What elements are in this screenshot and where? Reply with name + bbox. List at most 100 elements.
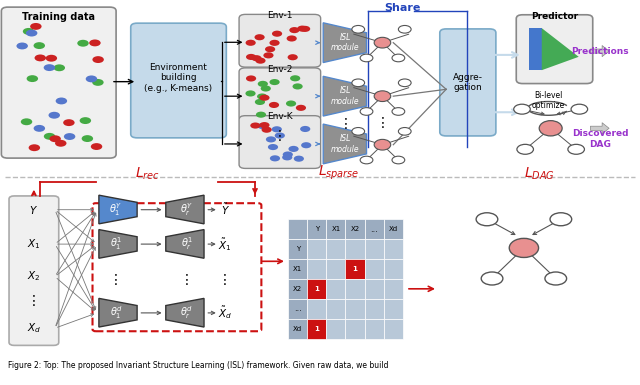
FancyBboxPatch shape	[516, 15, 593, 84]
Circle shape	[287, 54, 298, 60]
Circle shape	[56, 97, 67, 104]
Circle shape	[269, 79, 280, 85]
Ellipse shape	[540, 121, 562, 136]
Text: ISL
module: ISL module	[331, 134, 360, 154]
FancyArrowPatch shape	[591, 45, 609, 57]
Circle shape	[398, 79, 411, 87]
Ellipse shape	[509, 238, 539, 258]
Bar	[384, 239, 403, 259]
Text: $Y$: $Y$	[29, 204, 38, 216]
Text: Y: Y	[296, 246, 300, 252]
Text: ⋮: ⋮	[218, 273, 232, 288]
Circle shape	[30, 23, 42, 30]
Bar	[307, 299, 326, 319]
Circle shape	[77, 40, 89, 47]
Bar	[326, 299, 346, 319]
Circle shape	[514, 104, 531, 114]
Circle shape	[92, 56, 104, 63]
Text: 1: 1	[353, 266, 358, 272]
Circle shape	[86, 75, 97, 82]
Text: Predictor: Predictor	[531, 12, 578, 21]
Circle shape	[256, 112, 266, 118]
Circle shape	[92, 79, 104, 86]
Bar	[384, 219, 403, 239]
Circle shape	[352, 25, 365, 33]
Circle shape	[79, 117, 91, 124]
Text: Discovered
DAG: Discovered DAG	[572, 129, 628, 149]
Circle shape	[63, 119, 75, 126]
Bar	[346, 219, 365, 239]
Circle shape	[360, 156, 373, 164]
Polygon shape	[541, 28, 579, 70]
Text: Aggre-
gation: Aggre- gation	[453, 73, 483, 92]
Circle shape	[294, 156, 304, 162]
Circle shape	[571, 104, 588, 114]
Text: ⋮: ⋮	[273, 129, 287, 143]
Text: $\tilde{X}_d$: $\tilde{X}_d$	[218, 305, 232, 321]
Bar	[326, 279, 346, 299]
Circle shape	[33, 42, 45, 49]
Bar	[288, 219, 307, 239]
Circle shape	[44, 64, 55, 71]
Circle shape	[246, 54, 256, 60]
Circle shape	[54, 64, 65, 71]
Circle shape	[26, 30, 37, 37]
FancyBboxPatch shape	[1, 7, 116, 158]
Ellipse shape	[374, 91, 391, 102]
FancyBboxPatch shape	[239, 14, 321, 67]
Text: X1: X1	[293, 266, 302, 272]
Text: Xd: Xd	[388, 226, 398, 232]
Circle shape	[286, 100, 296, 107]
Circle shape	[550, 213, 572, 226]
Circle shape	[259, 122, 269, 128]
Circle shape	[250, 122, 260, 129]
Polygon shape	[99, 229, 137, 258]
Circle shape	[481, 272, 503, 285]
Circle shape	[44, 133, 55, 140]
Circle shape	[270, 155, 280, 161]
Text: Xd: Xd	[293, 326, 302, 331]
Text: X2: X2	[293, 286, 302, 292]
Text: $\theta_r^d$: $\theta_r^d$	[180, 304, 193, 321]
Polygon shape	[99, 298, 137, 327]
Circle shape	[392, 54, 404, 62]
Circle shape	[360, 54, 373, 62]
Bar	[346, 239, 365, 259]
Polygon shape	[99, 195, 137, 224]
Text: ISL
module: ISL module	[331, 33, 360, 52]
Bar	[365, 279, 384, 299]
Text: $\tilde{Y}$: $\tilde{Y}$	[221, 202, 230, 217]
Text: $\theta_r^Y$: $\theta_r^Y$	[180, 201, 193, 218]
Circle shape	[300, 26, 310, 32]
Text: ⋮: ⋮	[376, 116, 389, 130]
Bar	[326, 319, 346, 338]
Text: X1: X1	[332, 226, 340, 232]
Text: ⋮: ⋮	[27, 295, 41, 308]
Bar	[288, 279, 307, 299]
Circle shape	[263, 52, 273, 59]
Circle shape	[268, 144, 278, 150]
Text: ...: ...	[294, 304, 301, 313]
Bar	[365, 299, 384, 319]
Bar	[346, 279, 365, 299]
Circle shape	[301, 142, 311, 148]
Circle shape	[398, 127, 411, 135]
Bar	[384, 279, 403, 299]
Text: Predictions: Predictions	[571, 47, 628, 55]
Bar	[384, 259, 403, 279]
Bar	[307, 259, 326, 279]
Circle shape	[292, 84, 303, 89]
Bar	[346, 319, 365, 338]
Text: $\theta_1^d$: $\theta_1^d$	[109, 304, 123, 321]
Text: Env-K: Env-K	[267, 112, 292, 121]
Text: X2: X2	[351, 226, 360, 232]
Circle shape	[255, 99, 265, 105]
Circle shape	[290, 75, 300, 81]
Text: $L_{sparse}$: $L_{sparse}$	[318, 164, 360, 182]
Circle shape	[392, 156, 404, 164]
Circle shape	[257, 123, 268, 129]
Circle shape	[269, 102, 279, 108]
Polygon shape	[323, 76, 367, 116]
Text: ISL
module: ISL module	[331, 87, 360, 106]
FancyBboxPatch shape	[440, 29, 496, 136]
